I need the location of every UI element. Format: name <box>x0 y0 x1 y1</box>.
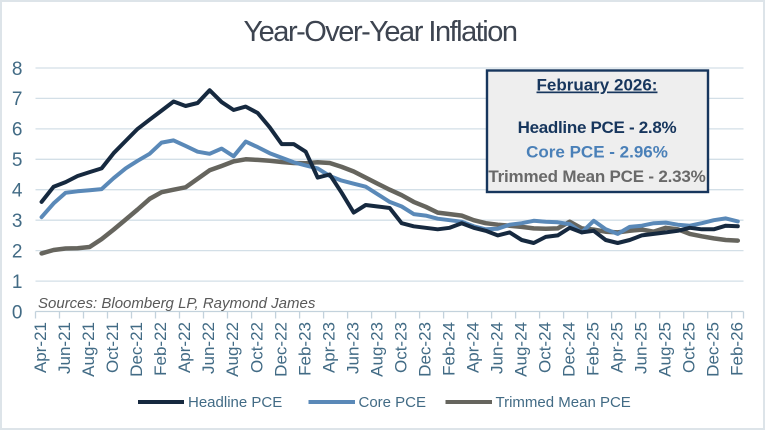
svg-text:Jun-21: Jun-21 <box>55 322 74 374</box>
svg-text:Dec-21: Dec-21 <box>127 322 146 377</box>
svg-text:6: 6 <box>12 120 23 141</box>
svg-text:Apr-23: Apr-23 <box>319 322 338 373</box>
svg-text:Apr-24: Apr-24 <box>463 322 482 373</box>
svg-text:Apr-22: Apr-22 <box>175 322 194 373</box>
svg-text:Oct-21: Oct-21 <box>103 322 122 373</box>
svg-text:Jun-22: Jun-22 <box>199 322 218 374</box>
svg-text:2: 2 <box>12 241 23 262</box>
svg-text:Oct-25: Oct-25 <box>679 322 698 373</box>
svg-text:Apr-25: Apr-25 <box>607 322 626 373</box>
svg-text:5: 5 <box>12 150 23 171</box>
svg-text:4: 4 <box>12 181 23 202</box>
svg-text:8: 8 <box>12 59 23 80</box>
svg-text:February 2026:: February 2026: <box>537 76 658 95</box>
svg-text:Jun-23: Jun-23 <box>343 322 362 374</box>
svg-text:Feb-23: Feb-23 <box>295 322 314 376</box>
svg-text:Dec-23: Dec-23 <box>415 322 434 377</box>
svg-text:Feb-22: Feb-22 <box>151 322 170 376</box>
svg-text:Dec-25: Dec-25 <box>703 322 722 377</box>
svg-text:Dec-24: Dec-24 <box>559 322 578 377</box>
svg-text:Core PCE: Core PCE <box>359 394 427 411</box>
svg-text:Headline PCE - 2.8%: Headline PCE - 2.8% <box>518 118 677 137</box>
svg-text:Core PCE - 2.96%: Core PCE - 2.96% <box>526 143 668 162</box>
svg-text:Year-Over-Year Inflation: Year-Over-Year Inflation <box>244 16 517 48</box>
svg-text:Aug-21: Aug-21 <box>79 322 98 377</box>
svg-text:Trimmed Mean PCE - 2.33%: Trimmed Mean PCE - 2.33% <box>488 167 705 186</box>
svg-text:Aug-24: Aug-24 <box>511 322 530 377</box>
svg-text:Apr-21: Apr-21 <box>31 322 50 373</box>
svg-text:3: 3 <box>12 211 23 232</box>
svg-text:1: 1 <box>12 272 23 293</box>
svg-text:Feb-26: Feb-26 <box>727 322 746 376</box>
svg-text:Oct-24: Oct-24 <box>535 322 554 373</box>
svg-text:Jun-25: Jun-25 <box>631 322 650 374</box>
svg-text:0: 0 <box>12 302 23 323</box>
svg-text:Sources: Bloomberg LP, Raymond: Sources: Bloomberg LP, Raymond James <box>38 295 316 312</box>
svg-text:Dec-22: Dec-22 <box>271 322 290 377</box>
svg-text:Aug-25: Aug-25 <box>655 322 674 377</box>
svg-text:7: 7 <box>12 89 23 110</box>
svg-text:Oct-22: Oct-22 <box>247 322 266 373</box>
svg-text:Headline PCE: Headline PCE <box>188 394 282 411</box>
svg-text:Feb-24: Feb-24 <box>439 322 458 376</box>
svg-text:Trimmed Mean PCE: Trimmed Mean PCE <box>496 394 631 411</box>
svg-text:Jun-24: Jun-24 <box>487 322 506 374</box>
svg-text:Aug-23: Aug-23 <box>367 322 386 377</box>
svg-text:Feb-25: Feb-25 <box>583 322 602 376</box>
svg-text:Oct-23: Oct-23 <box>391 322 410 373</box>
svg-text:Aug-22: Aug-22 <box>223 322 242 377</box>
